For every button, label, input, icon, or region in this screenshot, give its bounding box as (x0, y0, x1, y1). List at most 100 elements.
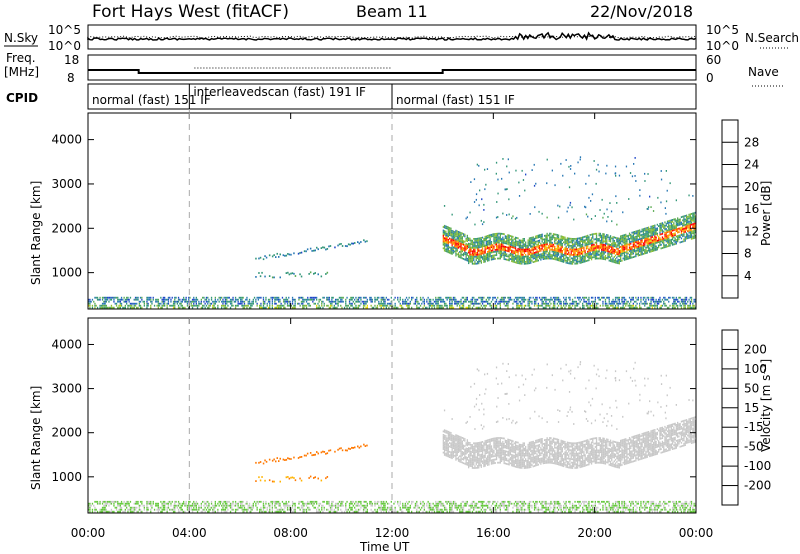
power-cell (661, 231, 664, 233)
power-cell (519, 260, 522, 263)
power-cell (629, 172, 632, 174)
velocity-cell (156, 508, 158, 511)
power-cell (542, 254, 544, 257)
power-cell (640, 253, 642, 256)
power-cell (562, 174, 564, 177)
velocity-cell (137, 510, 139, 513)
power-cell (319, 306, 322, 309)
power-cell (607, 255, 609, 258)
velocity-cell (262, 500, 265, 503)
power-cell (526, 260, 528, 263)
power-cell (593, 249, 595, 251)
power-cell (457, 241, 460, 244)
power-cell (595, 257, 598, 260)
power-cell (593, 245, 595, 248)
velocity-cell (247, 508, 249, 511)
velocity-cell (228, 504, 230, 507)
velocity-cell (101, 510, 104, 513)
power-cell (507, 302, 509, 305)
power-cell (411, 306, 413, 309)
power-cell (601, 243, 603, 246)
power-cell (684, 236, 686, 239)
velocity-cell (158, 508, 161, 511)
power-cell (466, 243, 468, 246)
power-cell (474, 298, 476, 301)
power-cell (688, 229, 690, 232)
power-cell (459, 231, 461, 234)
power-cell (595, 168, 598, 171)
velocity-cell (272, 500, 275, 503)
power-cell (321, 304, 323, 307)
power-cell (559, 250, 561, 253)
power-cell (621, 296, 623, 299)
power-cell (560, 244, 562, 246)
velocity-cell (196, 508, 199, 511)
power-cell (594, 257, 596, 260)
power-cell (654, 228, 656, 230)
power-cell (346, 296, 348, 299)
power-cell (469, 237, 471, 240)
power-cell (464, 240, 466, 243)
power-cell (651, 248, 653, 251)
power-cell (580, 258, 582, 260)
power-cell (684, 229, 686, 231)
power-cell (478, 255, 480, 258)
power-cell (578, 237, 580, 240)
power-cell (512, 306, 514, 309)
power-cell (300, 302, 303, 305)
power-cell (502, 296, 504, 299)
velocity-cell (291, 500, 294, 503)
power-cell (513, 238, 515, 240)
power-cell (570, 252, 572, 254)
power-cell (660, 306, 662, 309)
power-cell (632, 256, 634, 258)
power-cell (517, 256, 519, 259)
power-cell (640, 306, 642, 309)
velocity-cell (219, 500, 221, 503)
power-cell (408, 306, 410, 309)
power-cell (588, 255, 590, 258)
power-cell (451, 238, 453, 241)
velocity-cell (259, 510, 261, 513)
power-cell (680, 221, 683, 224)
power-cell (285, 272, 288, 274)
power-cell (633, 245, 636, 247)
power-cell (519, 255, 522, 258)
power-cell (598, 234, 600, 237)
power-cell (224, 300, 227, 303)
power-cell (475, 262, 477, 265)
power-cell (459, 306, 461, 309)
power-cell (516, 306, 518, 309)
power-cell (665, 229, 667, 232)
power-cell (389, 302, 391, 305)
power-cell (511, 256, 513, 259)
power-cell (650, 227, 652, 230)
velocity-cell (269, 504, 271, 507)
power-cell (530, 262, 532, 264)
power-cell (487, 254, 489, 257)
power-cell (488, 243, 490, 246)
power-cell (552, 233, 555, 235)
power-cell (351, 298, 353, 301)
power-cell (604, 304, 607, 307)
power-cell (559, 243, 561, 246)
power-cell (390, 296, 392, 299)
power-cell (490, 300, 493, 303)
power-cell (248, 300, 251, 303)
power-cell (585, 238, 588, 241)
power-cell (253, 296, 256, 299)
power-cell (184, 306, 186, 309)
power-cell (650, 250, 652, 253)
power-cell (347, 243, 350, 246)
velocity-cell (267, 502, 270, 505)
power-cell (537, 247, 539, 249)
power-cell (483, 252, 485, 255)
power-cell (670, 238, 672, 241)
velocity-cell (276, 510, 278, 513)
power-cell (250, 306, 252, 309)
velocity-cell (141, 502, 143, 505)
power-cell (459, 236, 461, 239)
power-cell (689, 296, 691, 299)
power-cell (639, 233, 641, 235)
power-cell (637, 242, 639, 244)
